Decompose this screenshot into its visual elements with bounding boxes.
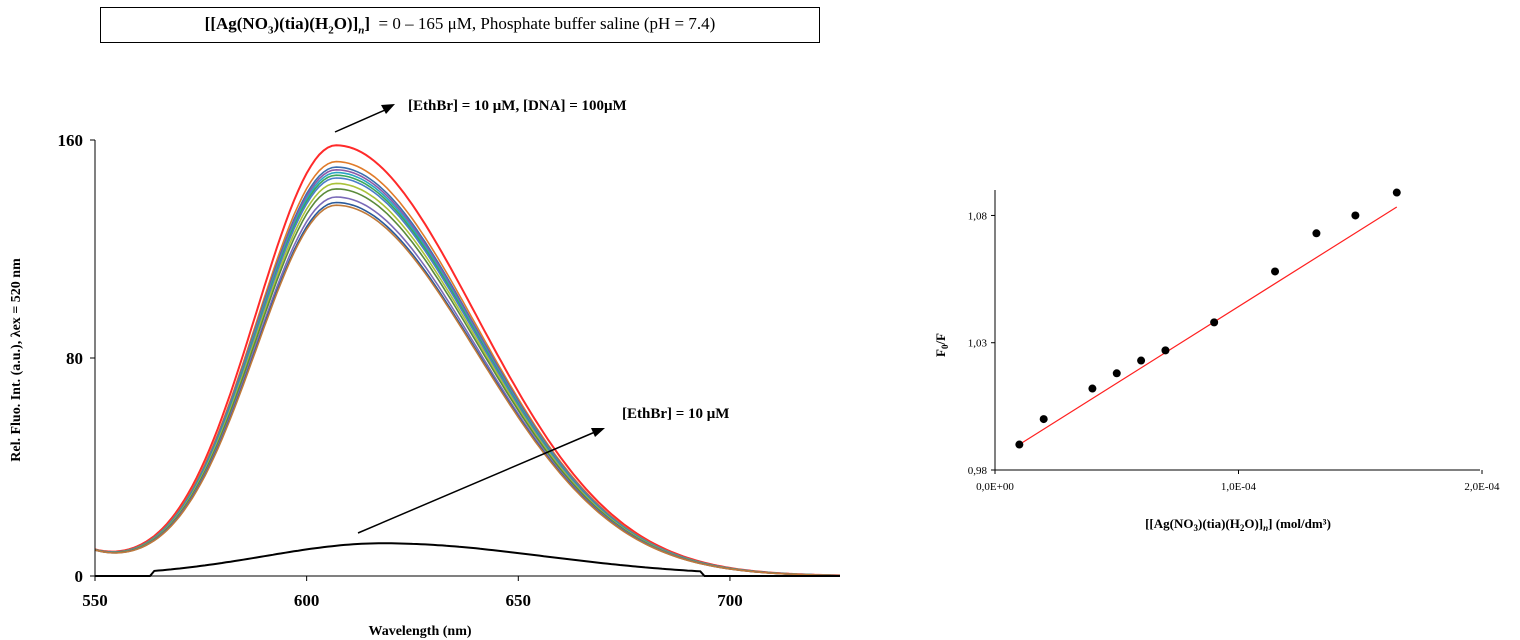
linear-fit-line	[1019, 206, 1398, 446]
data-point	[1137, 356, 1146, 365]
left-x-tick-label: 550	[82, 591, 108, 610]
right-y-tick-label: 1,08	[968, 210, 988, 222]
data-point	[1210, 318, 1219, 327]
data-point	[1351, 211, 1360, 220]
right-y-tick-label: 1,03	[968, 338, 988, 350]
title-formula: [[Ag(NO3)(tia)(H2O)]n] = 0 – 165 μM, Pho…	[205, 14, 716, 36]
data-point	[1015, 440, 1024, 449]
data-point	[1112, 369, 1121, 378]
right-y-tick-label: 0,98	[968, 465, 988, 477]
left-x-ticks: 550 600 650 700	[82, 576, 743, 610]
data-point	[1161, 346, 1170, 355]
annotation-dna: [EthBr] = 10 μM, [DNA] = 100μM	[408, 98, 627, 114]
data-point	[1392, 188, 1401, 197]
data-point	[1088, 384, 1097, 393]
emission-spectra-chart: 550 600 650 700 0 80 160 Wavelength (nm) Rel.…	[9, 98, 841, 639]
right-x-axis-title: [[Ag(NO3)(tia)(H2O)]n] (mol/dm³)	[1145, 516, 1331, 533]
chart-title-box: [[Ag(NO3)(tia)(H2O)]n] = 0 – 165 μM, Pho…	[100, 7, 820, 43]
annotation-arrow-ethbr	[357, 431, 596, 534]
data-point	[1312, 229, 1321, 238]
left-x-tick-label: 700	[717, 591, 743, 610]
series-line-dna	[94, 204, 840, 577]
title-conditions: = 0 – 165 μM, Phosphate buffer saline (p…	[378, 13, 716, 33]
annotation-ethbr: [EthBr] = 10 μM	[622, 406, 729, 422]
left-plot-area	[95, 140, 840, 576]
annotation-arrow-dna	[334, 109, 386, 133]
left-y-tick-label: 0	[75, 567, 84, 586]
stern-volmer-chart: 0,0E+00 1,0E-04 2,0E-04 0,98 1,03 1,08 [[Ag(…	[933, 188, 1500, 533]
data-point	[1271, 267, 1280, 276]
right-x-tick-label: 2,0E-04	[1464, 481, 1500, 493]
left-x-tick-label: 600	[294, 591, 320, 610]
right-x-tick-label: 1,0E-04	[1221, 481, 1257, 493]
left-y-axis-title-text: Rel. Fluo. Int. (a.u.), λex = 520 nm	[9, 258, 24, 462]
title-formula-text: [[Ag(NO3)(tia)(H2O)]n]	[204, 13, 371, 37]
left-y-ticks: 0 80 160	[58, 131, 95, 586]
left-y-tick-label: 80	[66, 349, 83, 368]
spectra-series-group	[94, 144, 841, 577]
left-y-tick-label: 160	[58, 131, 84, 150]
left-y-axis-title: Rel. Fluo. Int. (a.u.), λex = 520 nm	[9, 258, 24, 462]
right-y-axis-title: F0/F	[933, 333, 950, 357]
left-x-axis-title: Wavelength (nm)	[368, 624, 471, 639]
right-y-ticks: 0,98 1,03 1,08	[968, 210, 995, 477]
scatter-points-group	[1015, 188, 1401, 449]
data-point	[1039, 415, 1048, 424]
right-x-ticks: 0,0E+00 1,0E-04 2,0E-04	[976, 470, 1500, 493]
left-x-tick-label: 650	[506, 591, 532, 610]
annotation-arrowhead-ethbr	[591, 428, 605, 437]
right-x-tick-label: 0,0E+00	[976, 481, 1014, 493]
annotation-arrowhead-dna	[381, 104, 395, 114]
